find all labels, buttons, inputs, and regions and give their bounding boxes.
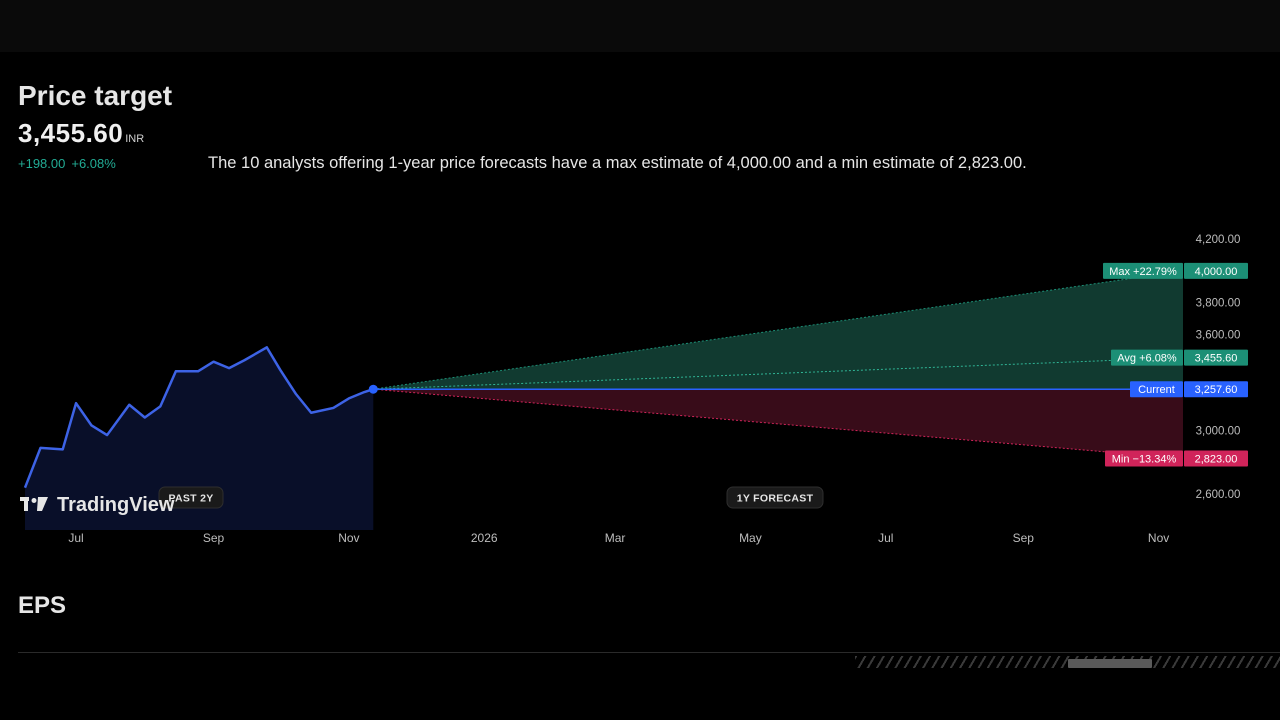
price-tag-current: Current 3,257.60: [1130, 381, 1248, 398]
change-absolute: +198.00: [18, 156, 66, 171]
top-band: [0, 0, 1280, 52]
scroll-track[interactable]: [855, 656, 1280, 668]
y-tick-label: 3,000.00: [1196, 425, 1241, 437]
analyst-summary: The 10 analysts offering 1-year price fo…: [208, 154, 1027, 172]
price-tag-min-label: Min −13.34%: [1112, 453, 1177, 465]
section-title: Price target: [18, 80, 173, 111]
price-tag-current-value-bg: [1184, 381, 1248, 398]
price-change: +198.00 +6.08%: [18, 156, 116, 171]
price-tag-min: Min −13.34% 2,823.00: [1105, 450, 1248, 467]
forecast-1y-pill-label[interactable]: 1Y FORECAST: [737, 493, 814, 505]
price-tag-avg-value: 3,455.60: [1195, 353, 1238, 365]
x-tick-label: Nov: [338, 531, 359, 545]
logo-wedge: [37, 497, 48, 511]
current-price-dot[interactable]: [368, 384, 378, 394]
forecast-min-line: [373, 388, 1184, 459]
y-tick-label: 3,600.00: [1196, 330, 1241, 342]
price-tags: Max +22.79% 4,000.00 Avg +6.08% 3,455.60 Cur…: [1103, 262, 1248, 467]
price-tag-max-value: 4,000.00: [1195, 266, 1238, 278]
x-tick-label: Sep: [1013, 531, 1035, 545]
price-tag-current-label-bg: [1130, 381, 1183, 398]
price-tag-max-label: Max +22.79%: [1109, 266, 1177, 278]
x-tick-label: Sep: [203, 531, 225, 545]
forecast-layer: [373, 270, 1184, 459]
price-tag-min-label-bg: [1105, 450, 1183, 467]
past-2y-pill-bg[interactable]: [158, 486, 224, 509]
forecast-1y-pill-bg[interactable]: [726, 486, 824, 509]
past-2y-pill[interactable]: PAST 2Y: [158, 486, 224, 509]
logo-stem: [24, 497, 28, 511]
scrollbar-thumb[interactable]: [1068, 659, 1152, 668]
logo-dot: [31, 498, 37, 503]
history-layer: [23, 346, 378, 530]
price-tag-max: Max +22.79% 4,000.00: [1103, 262, 1248, 279]
x-tick-label: Nov: [1148, 531, 1169, 545]
y-tick-label: 2,600.00: [1196, 489, 1241, 501]
price-tag-current-label: Current: [1138, 384, 1175, 396]
price-tag-avg-label: Avg +6.08%: [1117, 353, 1177, 365]
price-tag-min-value: 2,823.00: [1195, 453, 1238, 465]
price-tag-current-value: 3,257.60: [1195, 384, 1238, 396]
tradingview-logo: TradingView: [20, 494, 175, 516]
price-tag-avg-value-bg: [1184, 349, 1248, 366]
period-pills: PAST 2Y 1Y FORECAST: [158, 486, 824, 509]
eps-divider: [18, 652, 1280, 653]
x-tick-label: Jul: [68, 531, 83, 545]
price-target-value: 3,455.60: [18, 118, 124, 148]
forecast-max-line: [373, 270, 1184, 390]
past-2y-pill-label[interactable]: PAST 2Y: [168, 493, 213, 505]
price-tag-max-label-bg: [1103, 262, 1183, 279]
y-tick-label: 3,800.00: [1196, 298, 1241, 310]
change-percent: +6.08%: [71, 156, 116, 171]
x-tick-label: May: [739, 531, 762, 545]
x-axis: Jul Sep Nov 2026 Mar May Jul Sep Nov: [68, 531, 1169, 545]
tradingview-logo-text: TradingView: [57, 494, 175, 516]
forecast-1y-pill[interactable]: 1Y FORECAST: [726, 486, 824, 509]
price-tag-avg: Avg +6.08% 3,455.60: [1111, 349, 1248, 366]
price-tag-max-value-bg: [1184, 262, 1248, 279]
price-tag-min-value-bg: [1184, 450, 1248, 467]
forecast-avg-line: [373, 357, 1184, 390]
price-target-row: 3,455.60 INR: [18, 118, 144, 149]
x-tick-label: Mar: [605, 531, 626, 545]
currency-code: INR: [125, 133, 145, 145]
x-tick-label: 2026: [471, 531, 498, 545]
y-tick-label: 4,200.00: [1196, 234, 1241, 246]
y-axis: 4,200.00 3,800.00 3,600.00 3,000.00 2,600.00: [1196, 234, 1241, 501]
eps-title: EPS: [18, 592, 67, 619]
x-tick-label: Jul: [878, 531, 893, 545]
price-tag-avg-label-bg: [1111, 349, 1183, 366]
tradingview-logo-mark: [20, 497, 48, 511]
history-area: [25, 347, 374, 530]
history-price-line[interactable]: [23, 346, 374, 489]
